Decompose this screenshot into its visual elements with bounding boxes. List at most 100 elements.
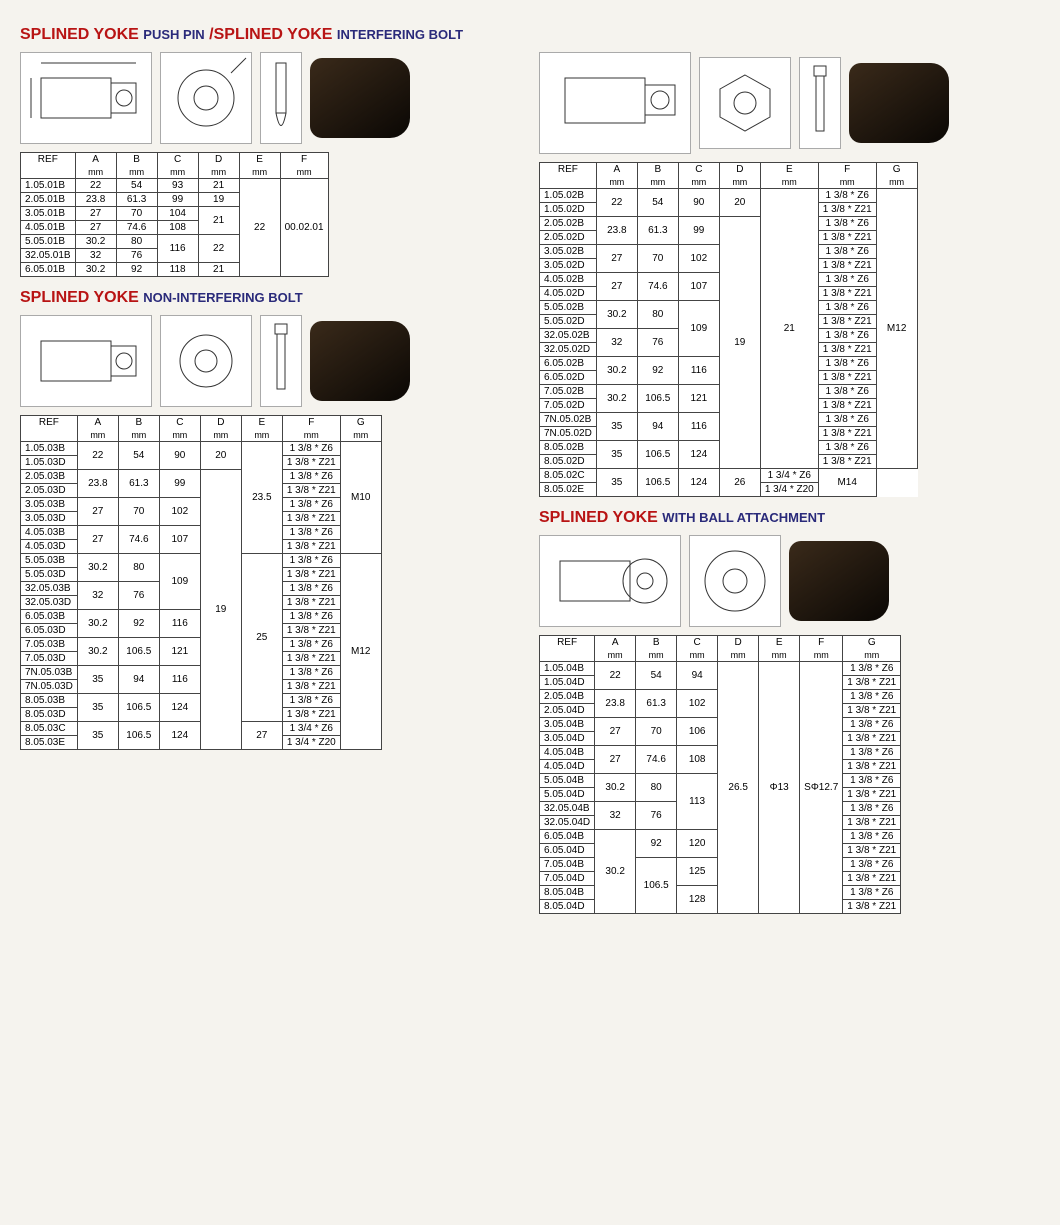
- s3-diagrams: [20, 315, 521, 407]
- col-unit: mm: [818, 176, 876, 189]
- t1-main: SPLINED YOKE: [20, 26, 139, 43]
- table-row: 2.05.03B23.861.399191 3/8 * Z6: [21, 470, 382, 484]
- pin-icon: [260, 52, 302, 144]
- yoke-photo: [849, 63, 949, 143]
- table-row: 1.05.03B2254902023.51 3/8 * Z6M10: [21, 442, 382, 456]
- col-header: A: [596, 163, 637, 177]
- col-header: REF: [540, 163, 597, 177]
- col-unit: mm: [637, 176, 678, 189]
- yoke-photo: [310, 58, 410, 138]
- yoke-ball-photo: [789, 541, 889, 621]
- col-unit: mm: [282, 429, 340, 442]
- yoke-photo: [310, 321, 410, 401]
- col-header: F: [800, 636, 843, 650]
- title-s3: SPLINED YOKE NON-INTERFERING BOLT: [20, 289, 521, 307]
- spline-hex-icon: [699, 57, 791, 149]
- col-unit: mm: [159, 429, 200, 442]
- table-row: 1.05.04B22549426.5Φ13SΦ12.71 3/8 * Z6: [540, 662, 901, 676]
- col-unit: mm: [200, 429, 241, 442]
- right-col: REFABCDEFGmmmmmmmmmmmmmm1.05.02B22549020…: [539, 52, 1040, 926]
- table-non-interfering: REFABCDEFGmmmmmmmmmmmmmm1.05.03B22549020…: [20, 415, 382, 750]
- col-header: B: [116, 153, 157, 167]
- col-header: D: [198, 153, 239, 167]
- col-unit: mm: [636, 649, 677, 662]
- t3-main: SPLINED YOKE: [20, 289, 139, 306]
- t4-main: SPLINED YOKE: [539, 509, 658, 526]
- col-header: G: [876, 163, 917, 177]
- col-header: E: [241, 416, 282, 430]
- table-interfering: REFABCDEFGmmmmmmmmmmmmmm1.05.02B22549020…: [539, 162, 918, 497]
- col-header: C: [157, 153, 198, 167]
- col-unit: mm: [77, 429, 118, 442]
- col-header: REF: [540, 636, 595, 650]
- s2-diagrams: [539, 52, 1040, 154]
- left-col: REFABCDEFmmmmmmmmmmmm1.05.01B22549321220…: [20, 52, 521, 926]
- col-unit: mm: [718, 649, 759, 662]
- col-header: F: [282, 416, 340, 430]
- col-unit: mm: [116, 166, 157, 179]
- table-row: 1.05.02B22549020211 3/8 * Z6M12: [540, 189, 918, 203]
- col-header: REF: [21, 153, 76, 167]
- col-header: D: [719, 163, 760, 177]
- t1-sub: PUSH PIN: [143, 27, 204, 42]
- col-header: E: [760, 163, 818, 177]
- col-header: E: [239, 153, 280, 167]
- col-header: F: [818, 163, 876, 177]
- col-header: A: [595, 636, 636, 650]
- col-unit: mm: [800, 649, 843, 662]
- col-header: A: [75, 153, 116, 167]
- table-push-pin: REFABCDEFmmmmmmmmmmmm1.05.01B22549321220…: [20, 152, 329, 277]
- table-row: 2.05.02B23.861.399191 3/8 * Z6: [540, 217, 918, 231]
- col-unit: mm: [118, 429, 159, 442]
- table-ball-attachment: REFABCDEFGmmmmmmmmmmmmmm1.05.04B22549426…: [539, 635, 901, 914]
- bolt-icon: [799, 57, 841, 149]
- col-unit: [21, 429, 78, 442]
- col-header: F: [280, 153, 328, 167]
- col-unit: mm: [239, 166, 280, 179]
- col-header: REF: [21, 416, 78, 430]
- col-unit: mm: [843, 649, 901, 662]
- bolt-icon: [260, 315, 302, 407]
- col-unit: mm: [241, 429, 282, 442]
- s1-diagrams: [20, 52, 521, 144]
- spline-end-icon: [160, 52, 252, 144]
- col-unit: mm: [198, 166, 239, 179]
- col-header: D: [200, 416, 241, 430]
- s4-diagrams: [539, 535, 1040, 627]
- col-header: E: [759, 636, 800, 650]
- col-unit: [540, 176, 597, 189]
- col-header: G: [843, 636, 901, 650]
- col-header: C: [159, 416, 200, 430]
- col-header: A: [77, 416, 118, 430]
- t2-sub: INTERFERING BOLT: [337, 27, 463, 42]
- col-unit: mm: [678, 176, 719, 189]
- t3-sub: NON-INTERFERING BOLT: [143, 290, 302, 305]
- spline-ball-icon: [689, 535, 781, 627]
- spline-end-icon: [160, 315, 252, 407]
- table-row: 8.05.02C35106.5124261 3/4 * Z6M14: [540, 469, 918, 483]
- col-unit: mm: [596, 176, 637, 189]
- col-header: C: [678, 163, 719, 177]
- col-header: C: [677, 636, 718, 650]
- col-unit: mm: [157, 166, 198, 179]
- col-header: G: [340, 416, 381, 430]
- col-header: B: [118, 416, 159, 430]
- yoke-ball-diagram-icon: [539, 535, 681, 627]
- col-unit: mm: [75, 166, 116, 179]
- col-unit: [540, 649, 595, 662]
- col-unit: mm: [595, 649, 636, 662]
- t4-sub: WITH BALL ATTACHMENT: [662, 510, 825, 525]
- col-unit: mm: [759, 649, 800, 662]
- yoke-diagram-icon: [20, 52, 152, 144]
- col-unit: mm: [340, 429, 381, 442]
- col-unit: mm: [719, 176, 760, 189]
- yoke-diagram-icon: [539, 52, 691, 154]
- col-header: B: [637, 163, 678, 177]
- col-unit: mm: [677, 649, 718, 662]
- title-s4: SPLINED YOKE WITH BALL ATTACHMENT: [539, 509, 1040, 527]
- title-top: SPLINED YOKE PUSH PIN /SPLINED YOKE INTE…: [20, 26, 1040, 44]
- col-unit: mm: [280, 166, 328, 179]
- col-unit: mm: [876, 176, 917, 189]
- col-header: B: [636, 636, 677, 650]
- col-unit: mm: [760, 176, 818, 189]
